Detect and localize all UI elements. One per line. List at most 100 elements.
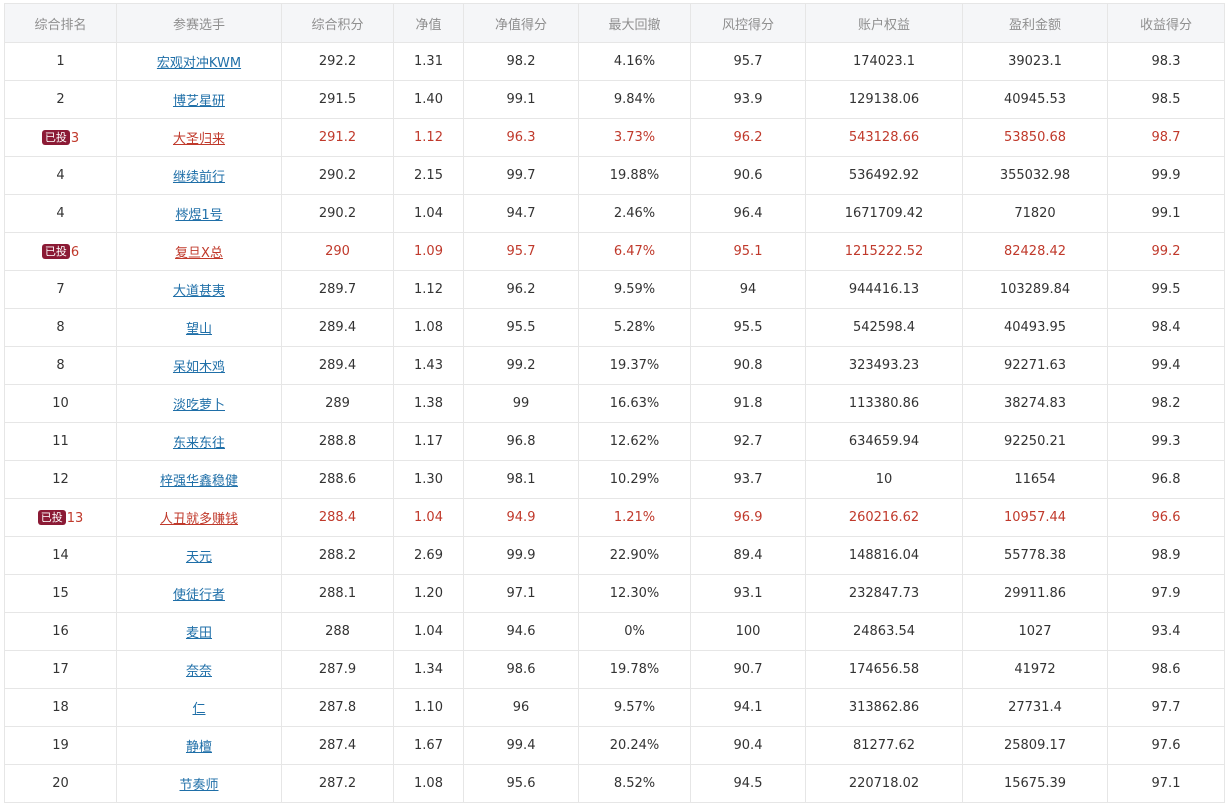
nav-cell: 2.69 xyxy=(393,536,464,575)
equity-cell: 10 xyxy=(805,460,963,499)
nav-score-cell: 94.9 xyxy=(463,498,579,537)
profit-cell: 53850.68 xyxy=(962,118,1108,157)
score-cell: 287.8 xyxy=(281,688,394,727)
player-link[interactable]: 使徒行者 xyxy=(172,588,225,603)
rank-value: 8 xyxy=(56,358,65,373)
rank-cell: 20 xyxy=(4,764,117,803)
player-link[interactable]: 复旦X总 xyxy=(175,246,223,261)
profit-cell: 41972 xyxy=(962,650,1108,689)
header-player[interactable]: 参赛选手 xyxy=(116,3,282,43)
player-cell: 奈奈 xyxy=(116,650,282,689)
score-cell: 288.2 xyxy=(281,536,394,575)
header-score[interactable]: 综合积分 xyxy=(281,3,394,43)
table-row: 8 呆如木鸡 289.4 1.43 99.2 19.37% 90.8 323493.23 922… xyxy=(4,346,1225,385)
player-link[interactable]: 仁 xyxy=(192,702,206,717)
header-return-score[interactable]: 收益得分 xyxy=(1107,3,1225,43)
rank-value: 13 xyxy=(66,510,84,526)
player-link[interactable]: 麦田 xyxy=(185,626,212,641)
player-link[interactable]: 东来东往 xyxy=(172,436,225,451)
nav-score-cell: 99.2 xyxy=(463,346,579,385)
score-cell: 288.1 xyxy=(281,574,394,613)
profit-cell: 71820 xyxy=(962,194,1108,233)
table-row: 20 节奏师 287.2 1.08 95.6 8.52% 94.5 220718.02 1567… xyxy=(4,764,1225,803)
nav-score-cell: 95.5 xyxy=(463,308,579,347)
risk-score-cell: 94 xyxy=(690,270,806,309)
rank-value: 17 xyxy=(52,662,69,677)
return-score-cell: 97.9 xyxy=(1107,574,1225,613)
player-link[interactable]: 节奏师 xyxy=(179,778,219,793)
invested-badge: 已投 xyxy=(41,243,70,259)
drawdown-cell: 9.57% xyxy=(578,688,691,727)
header-profit[interactable]: 盈利金额 xyxy=(962,3,1108,43)
header-rank[interactable]: 综合排名 xyxy=(4,3,117,43)
profit-cell: 55778.38 xyxy=(962,536,1108,575)
nav-cell: 1.04 xyxy=(393,194,464,233)
equity-cell: 536492.92 xyxy=(805,156,963,195)
header-drawdown[interactable]: 最大回撤 xyxy=(578,3,691,43)
risk-score-cell: 90.7 xyxy=(690,650,806,689)
nav-cell: 1.04 xyxy=(393,612,464,651)
header-risk-score[interactable]: 风控得分 xyxy=(690,3,806,43)
return-score-cell: 98.5 xyxy=(1107,80,1225,119)
return-score-cell: 98.9 xyxy=(1107,536,1225,575)
header-equity[interactable]: 账户权益 xyxy=(805,3,963,43)
nav-score-cell: 96.2 xyxy=(463,270,579,309)
player-link[interactable]: 大道甚夷 xyxy=(172,284,225,299)
player-link[interactable]: 人丑就多赚钱 xyxy=(159,512,238,527)
profit-cell: 10957.44 xyxy=(962,498,1108,537)
rank-value: 18 xyxy=(52,700,69,715)
return-score-cell: 99.2 xyxy=(1107,232,1225,271)
profit-cell: 25809.17 xyxy=(962,726,1108,765)
rank-value: 16 xyxy=(52,624,69,639)
player-link[interactable]: 淡吃萝卜 xyxy=(172,398,225,413)
table-row: 17 奈奈 287.9 1.34 98.6 19.78% 90.7 174656.58 4197… xyxy=(4,650,1225,689)
profit-cell: 11654 xyxy=(962,460,1108,499)
score-cell: 289.7 xyxy=(281,270,394,309)
table-row: 已投 13 人丑就多赚钱 288.4 1.04 94.9 1.21% 96.9 260216.6… xyxy=(4,498,1225,537)
rank-cell: 8 xyxy=(4,346,117,385)
table-row: 15 使徒行者 288.1 1.20 97.1 12.30% 93.1 232847.73 29… xyxy=(4,574,1225,613)
nav-score-cell: 98.6 xyxy=(463,650,579,689)
header-nav[interactable]: 净值 xyxy=(393,3,464,43)
score-cell: 289.4 xyxy=(281,346,394,385)
table-row: 7 大道甚夷 289.7 1.12 96.2 9.59% 94 944416.13 103289… xyxy=(4,270,1225,309)
drawdown-cell: 5.28% xyxy=(578,308,691,347)
profit-cell: 29911.86 xyxy=(962,574,1108,613)
score-cell: 292.2 xyxy=(281,42,394,81)
rank-value: 14 xyxy=(52,548,69,563)
nav-score-cell: 99.7 xyxy=(463,156,579,195)
rank-value: 19 xyxy=(52,738,69,753)
equity-cell: 24863.54 xyxy=(805,612,963,651)
player-cell: 呆如木鸡 xyxy=(116,346,282,385)
drawdown-cell: 9.59% xyxy=(578,270,691,309)
table-row: 2 博艺星研 291.5 1.40 99.1 9.84% 93.9 129138.06 4094… xyxy=(4,80,1225,119)
drawdown-cell: 12.62% xyxy=(578,422,691,461)
return-score-cell: 98.6 xyxy=(1107,650,1225,689)
player-cell: 麦田 xyxy=(116,612,282,651)
equity-cell: 148816.04 xyxy=(805,536,963,575)
player-link[interactable]: 梣煜1号 xyxy=(175,208,223,223)
player-link[interactable]: 大圣归来 xyxy=(172,132,225,147)
rank-cell: 11 xyxy=(4,422,117,461)
player-link[interactable]: 宏观对冲KWM xyxy=(156,56,242,71)
player-link[interactable]: 呆如木鸡 xyxy=(172,360,225,375)
return-score-cell: 99.4 xyxy=(1107,346,1225,385)
risk-score-cell: 94.1 xyxy=(690,688,806,727)
player-link[interactable]: 梓强华鑫稳健 xyxy=(159,474,238,489)
player-link[interactable]: 望山 xyxy=(185,322,212,337)
equity-cell: 260216.62 xyxy=(805,498,963,537)
nav-cell: 2.15 xyxy=(393,156,464,195)
table-row: 11 东来东往 288.8 1.17 96.8 12.62% 92.7 634659.94 92… xyxy=(4,422,1225,461)
player-link[interactable]: 奈奈 xyxy=(185,664,212,679)
score-cell: 290.2 xyxy=(281,194,394,233)
equity-cell: 542598.4 xyxy=(805,308,963,347)
player-link[interactable]: 天元 xyxy=(185,550,212,565)
player-link[interactable]: 博艺星研 xyxy=(172,94,225,109)
table-row: 8 望山 289.4 1.08 95.5 5.28% 95.5 542598.4 40493.9… xyxy=(4,308,1225,347)
table-row: 4 梣煜1号 290.2 1.04 94.7 2.46% 96.4 1671709.42 718… xyxy=(4,194,1225,233)
player-link[interactable]: 静檀 xyxy=(185,740,212,755)
header-nav-score[interactable]: 净值得分 xyxy=(463,3,579,43)
nav-score-cell: 99.9 xyxy=(463,536,579,575)
player-link[interactable]: 继续前行 xyxy=(172,170,225,185)
nav-cell: 1.09 xyxy=(393,232,464,271)
